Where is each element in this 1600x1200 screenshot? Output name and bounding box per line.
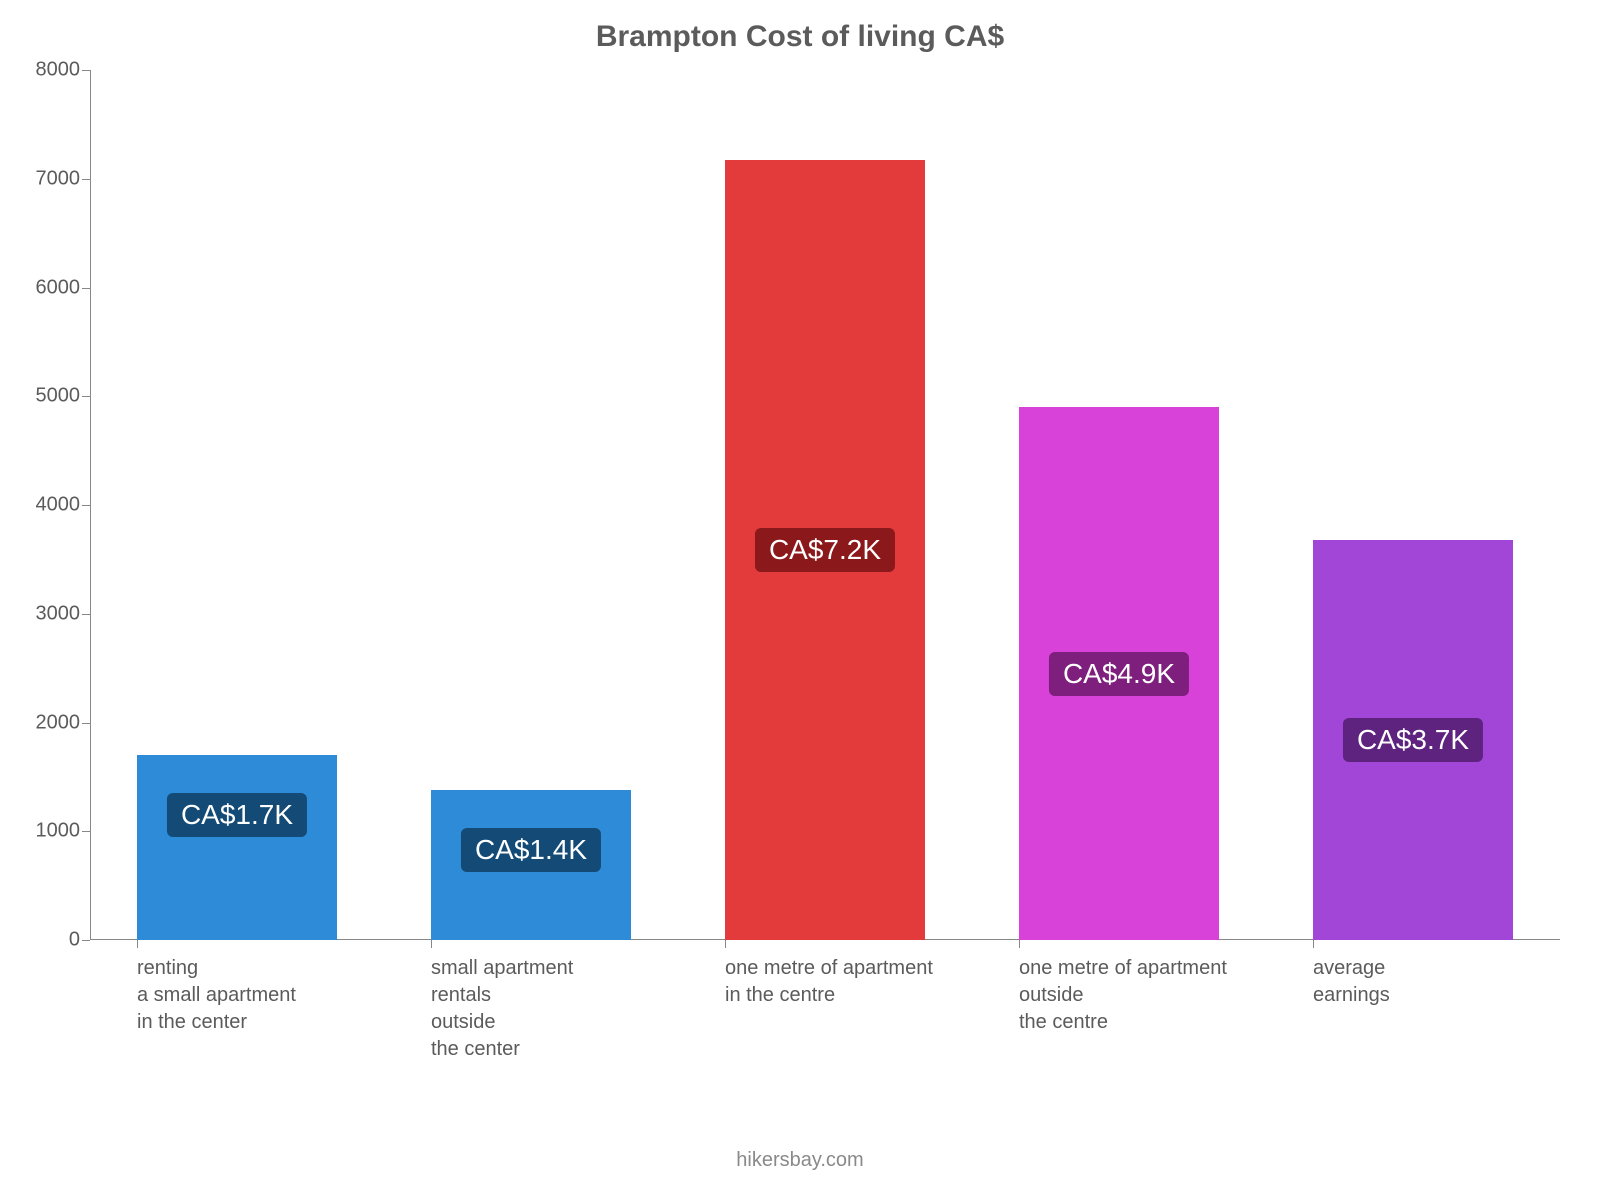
y-tick xyxy=(82,179,90,180)
bar-value-badge: CA$3.7K xyxy=(1343,718,1483,762)
y-tick-label: 4000 xyxy=(10,494,80,517)
chart-title: Brampton Cost of living CA$ xyxy=(0,20,1600,54)
x-tick xyxy=(431,940,432,948)
y-axis xyxy=(90,70,91,940)
x-tick-label: renting a small apartment in the center xyxy=(137,955,397,1036)
y-tick xyxy=(82,288,90,289)
x-tick-label: one metre of apartment outside the centr… xyxy=(1019,955,1279,1036)
y-tick xyxy=(82,70,90,71)
bar-value-badge: CA$1.4K xyxy=(461,828,601,872)
bar-value-badge: CA$4.9K xyxy=(1049,652,1189,696)
y-tick-label: 7000 xyxy=(10,167,80,190)
plot-area: CA$1.7K CA$1.4K CA$7.2K CA$4.9K CA$3.7K xyxy=(90,70,1560,940)
x-tick xyxy=(725,940,726,948)
y-tick-label: 8000 xyxy=(10,59,80,82)
y-tick xyxy=(82,505,90,506)
y-tick xyxy=(82,396,90,397)
y-tick-label: 6000 xyxy=(10,276,80,299)
bar xyxy=(137,755,337,940)
x-tick-label: average earnings xyxy=(1313,955,1573,1009)
chart-footer: hikersbay.com xyxy=(0,1149,1600,1172)
y-tick-label: 0 xyxy=(10,929,80,952)
x-tick xyxy=(1019,940,1020,948)
y-tick-label: 2000 xyxy=(10,711,80,734)
x-tick-label: small apartment rentals outside the cent… xyxy=(431,955,691,1063)
y-tick xyxy=(82,831,90,832)
y-tick-label: 3000 xyxy=(10,602,80,625)
bar-value-badge: CA$1.7K xyxy=(167,793,307,837)
y-tick xyxy=(82,614,90,615)
y-tick xyxy=(82,723,90,724)
x-tick xyxy=(137,940,138,948)
y-tick xyxy=(82,940,90,941)
x-tick xyxy=(1313,940,1314,948)
y-tick-label: 5000 xyxy=(10,385,80,408)
x-tick-label: one metre of apartment in the centre xyxy=(725,955,985,1009)
bar-value-badge: CA$7.2K xyxy=(755,528,895,572)
y-tick-label: 1000 xyxy=(10,820,80,843)
cost-of-living-chart: Brampton Cost of living CA$ CA$1.7KCA$1.… xyxy=(0,0,1600,1200)
